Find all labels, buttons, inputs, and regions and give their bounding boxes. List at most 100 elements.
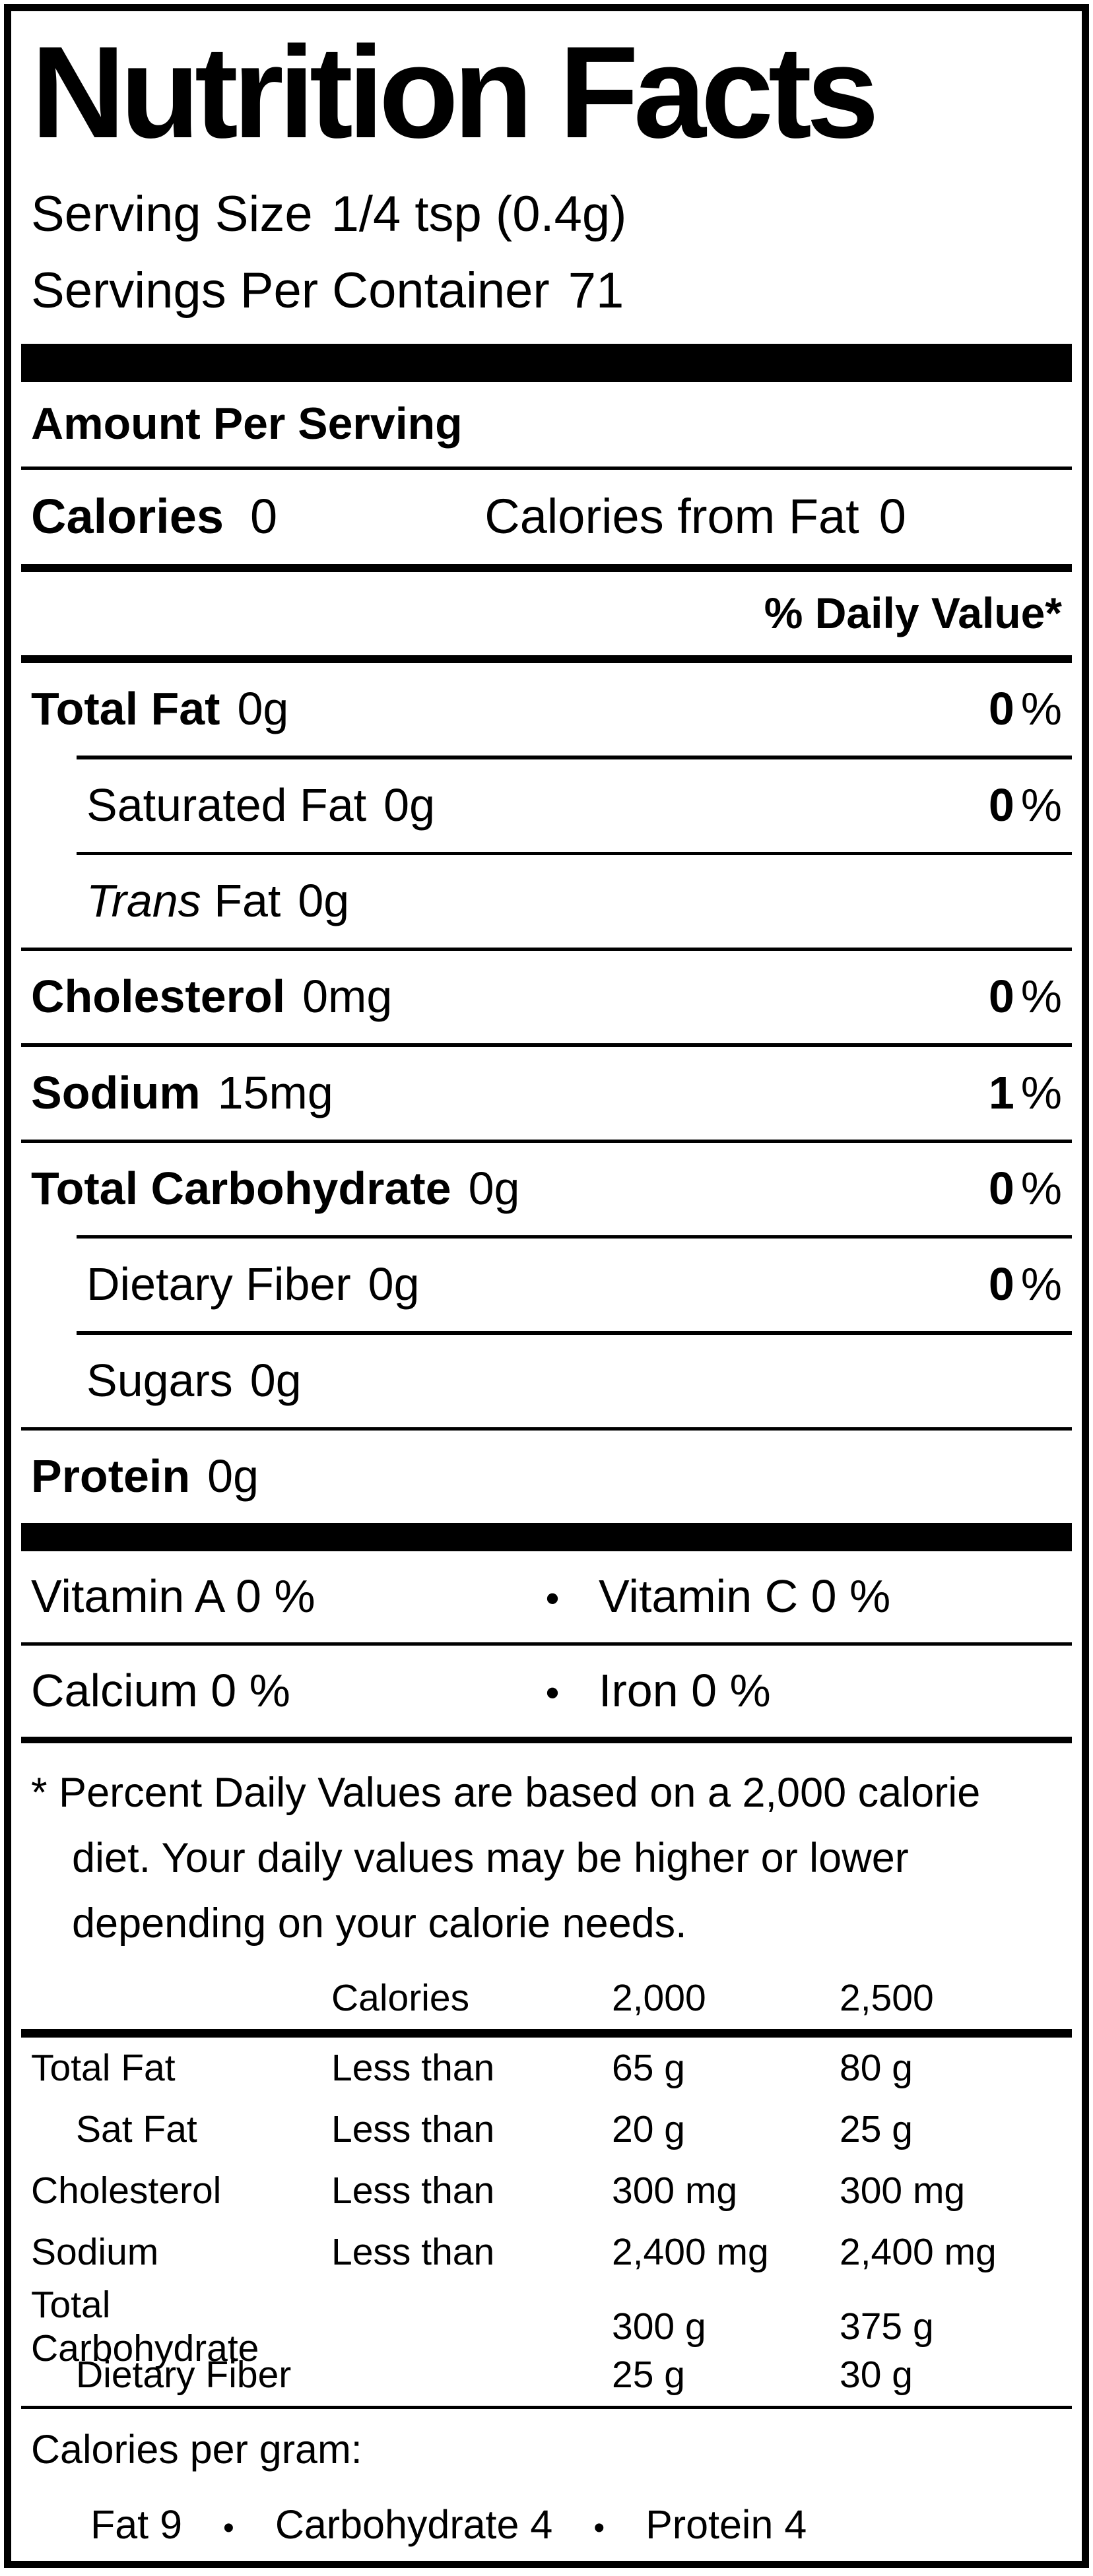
table-row-sodium: Sodium Less than 2,400 mg 2,400 mg bbox=[21, 2222, 1072, 2283]
rule-above-sodium bbox=[21, 1043, 1072, 1047]
table-header-2500: 2,500 bbox=[840, 1976, 934, 2019]
dv-value: 0 bbox=[988, 971, 1014, 1023]
table-header-calories: Calories bbox=[331, 1976, 470, 2019]
nutrient-name-italic: Trans bbox=[86, 874, 201, 926]
nutrient-dv: 0% bbox=[989, 1162, 1062, 1215]
nutrient-amount: 0g bbox=[237, 683, 289, 735]
nutrient-dv: 0% bbox=[989, 970, 1062, 1023]
percent-sign: % bbox=[1020, 779, 1062, 831]
rule-below-table-header bbox=[21, 2028, 1072, 2038]
table-row-value-2000: 65 g bbox=[612, 2047, 685, 2090]
bullet-separator: • bbox=[223, 2511, 234, 2546]
table-row-value-2000: 300 g bbox=[612, 2305, 706, 2348]
nutrient-row-total-carbohydrate: Total Carbohydrate 0g 0% bbox=[21, 1143, 1072, 1235]
bullet-separator: • bbox=[545, 1576, 560, 1621]
vitamin-a-value: Vitamin A 0 % bbox=[31, 1570, 315, 1622]
vitamin-row-calcium-iron: Calcium 0 % • Iron 0 % bbox=[21, 1646, 1072, 1737]
nutrient-row-sugars: Sugars 0g bbox=[21, 1335, 1072, 1427]
nutrient-amount: 0mg bbox=[302, 971, 393, 1023]
table-row-label: Sodium bbox=[31, 2231, 159, 2274]
nutrient-amount: 0g bbox=[298, 874, 350, 926]
servings-per-container-label: Servings Per Container bbox=[31, 262, 550, 319]
serving-size-row: Serving Size 1/4 tsp (0.4g) bbox=[21, 189, 1072, 240]
nutrient-amount: 0g bbox=[368, 1258, 420, 1310]
footnote-text: Percent Daily Values are based on a 2,00… bbox=[59, 1769, 981, 1947]
servings-per-container-value: 71 bbox=[568, 262, 624, 319]
calories-group: Calories 0 bbox=[31, 488, 484, 544]
table-row-total-carbohydrate: Total Carbohydrate 300 g 375 g bbox=[21, 2283, 1072, 2369]
table-row-label: Cholesterol bbox=[31, 2170, 222, 2212]
nutrient-row-trans-fat: Trans Fat 0g bbox=[21, 855, 1072, 948]
nutrient-name-amount: Total Carbohydrate 0g bbox=[31, 1162, 519, 1215]
nutrient-name: Dietary Fiber bbox=[86, 1258, 351, 1310]
calories-row: Calories 0 Calories from Fat 0 bbox=[21, 470, 1072, 564]
daily-value-table: Calories 2,000 2,500 Total Fat Less than… bbox=[21, 1972, 1072, 2406]
rule-above-dietary-fiber bbox=[77, 1235, 1072, 1239]
table-row-label: Total Fat bbox=[31, 2047, 176, 2090]
amount-per-serving-header: Amount Per Serving bbox=[31, 398, 463, 449]
rule-above-sugars bbox=[77, 1331, 1072, 1335]
nutrient-name: Protein bbox=[31, 1450, 191, 1502]
calories-per-gram-items: Fat 9 • Carbohydrate 4 • Protein 4 bbox=[21, 2472, 1072, 2561]
percent-sign: % bbox=[1020, 971, 1062, 1023]
table-row-value-2000: 25 g bbox=[612, 2354, 685, 2397]
cpg-carbohydrate: Carbohydrate 4 bbox=[275, 2502, 553, 2548]
nutrient-name: Fat bbox=[201, 874, 281, 926]
nutrient-name-amount: Sugars 0g bbox=[86, 1354, 302, 1407]
table-row-label: Dietary Fiber bbox=[76, 2354, 292, 2397]
percent-sign: % bbox=[1020, 683, 1062, 735]
nutrient-name-amount: Sodium 15mg bbox=[31, 1066, 333, 1119]
calories-value: 0 bbox=[250, 488, 278, 544]
nutrient-dv: 0% bbox=[989, 779, 1062, 831]
thick-separator-vitamins bbox=[21, 1522, 1072, 1551]
cpg-fat: Fat 9 bbox=[90, 2502, 183, 2548]
rule-below-calories bbox=[21, 564, 1072, 573]
calories-per-gram-label: Calories per gram: bbox=[31, 2427, 362, 2472]
nutrient-amount: 0g bbox=[383, 779, 436, 831]
iron-value: Iron 0 % bbox=[599, 1664, 771, 1716]
calories-from-fat-group: Calories from Fat 0 bbox=[484, 488, 1062, 544]
serving-size-value: 1/4 tsp (0.4g) bbox=[331, 185, 627, 242]
serving-size-label: Serving Size bbox=[31, 185, 313, 242]
table-row-cholesterol: Cholesterol Less than 300 mg 300 mg bbox=[21, 2160, 1072, 2222]
table-row-sat-fat: Sat Fat Less than 20 g 25 g bbox=[21, 2099, 1072, 2160]
table-row-value-2500: 80 g bbox=[840, 2047, 913, 2090]
table-row-value-2000: 20 g bbox=[612, 2108, 685, 2151]
nutrient-name: Saturated Fat bbox=[86, 779, 367, 831]
calcium-value: Calcium 0 % bbox=[31, 1664, 290, 1716]
rule-above-footnote bbox=[21, 1736, 1072, 1743]
table-row-value-2500: 2,400 mg bbox=[840, 2231, 997, 2274]
nutrient-name-amount: Saturated Fat 0g bbox=[86, 779, 435, 831]
label-title: Nutrition Facts bbox=[31, 19, 879, 165]
vitamin-row-a-c: Vitamin A 0 % • Vitamin C 0 % bbox=[21, 1551, 1072, 1642]
table-row-dietary-fiber: Dietary Fiber 25 g 30 g bbox=[21, 2344, 1072, 2406]
table-row-qualifier: Less than bbox=[331, 2170, 495, 2212]
calories-from-fat-label: Calories from Fat bbox=[484, 488, 859, 544]
rule-between-vitamin-rows bbox=[21, 1642, 1072, 1646]
nutrient-name-amount: Total Fat 0g bbox=[31, 682, 288, 735]
rule-above-cholesterol bbox=[21, 947, 1072, 951]
nutrient-row-cholesterol: Cholesterol 0mg 0% bbox=[21, 951, 1072, 1043]
rule-above-trans-fat bbox=[77, 851, 1072, 855]
nutrient-amount: 0g bbox=[207, 1450, 259, 1502]
daily-value-footnote: * Percent Daily Values are based on a 2,… bbox=[21, 1743, 1024, 1963]
rule-above-calories-per-gram bbox=[21, 2405, 1072, 2410]
footnote-asterisk: * bbox=[31, 1769, 48, 1816]
bullet-separator: • bbox=[593, 2511, 605, 2546]
dv-value: 0 bbox=[988, 779, 1014, 831]
nutrient-dv: 0% bbox=[989, 1258, 1062, 1310]
table-row-value-2500: 30 g bbox=[840, 2354, 913, 2397]
nutrient-name: Sodium bbox=[31, 1066, 201, 1118]
percent-sign: % bbox=[1020, 1162, 1062, 1214]
calories-label: Calories bbox=[31, 488, 224, 544]
nutrient-row-total-fat: Total Fat 0g 0% bbox=[21, 663, 1072, 756]
table-row-value-2500: 375 g bbox=[840, 2305, 934, 2348]
nutrient-row-dietary-fiber: Dietary Fiber 0g 0% bbox=[21, 1239, 1072, 1331]
nutrient-row-saturated-fat: Saturated Fat 0g 0% bbox=[21, 759, 1072, 852]
table-header-2000: 2,000 bbox=[612, 1976, 706, 2019]
nutrient-dv: 0% bbox=[989, 682, 1062, 735]
nutrient-name-amount: Cholesterol 0mg bbox=[31, 970, 392, 1023]
table-row-value-2000: 2,400 mg bbox=[612, 2231, 769, 2274]
nutrient-name: Sugars bbox=[86, 1354, 233, 1406]
vitamin-c-value: Vitamin C 0 % bbox=[599, 1570, 891, 1622]
